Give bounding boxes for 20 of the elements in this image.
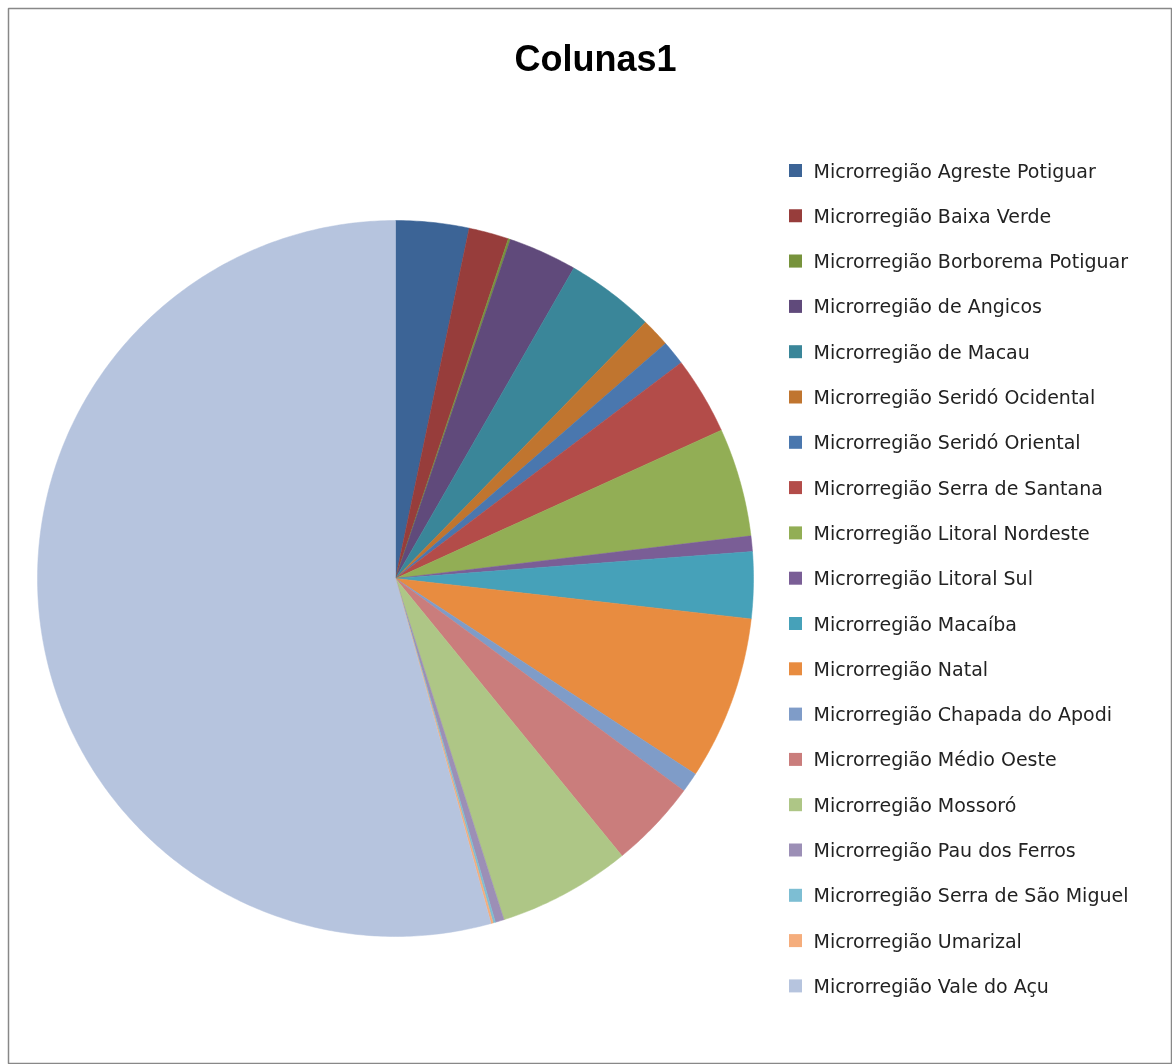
legend-label: Microrregião Seridó Oriental bbox=[813, 431, 1081, 454]
legend-label: Microrregião Mossoró bbox=[813, 793, 1017, 816]
legend-label: Microrregião Médio Oeste bbox=[813, 748, 1057, 771]
legend-label: Microrregião Macaíba bbox=[813, 612, 1017, 635]
legend-label: Microrregião Pau dos Ferros bbox=[813, 839, 1076, 861]
legend-label: Microrregião Umarizal bbox=[813, 929, 1022, 952]
legend-label: Microrregião Litoral Nordeste bbox=[813, 521, 1090, 544]
chart-title: Colunas1 bbox=[514, 38, 677, 79]
legend-label: Microrregião Serra de Santana bbox=[813, 476, 1103, 499]
legend-label: Microrregião Litoral Sul bbox=[813, 567, 1033, 590]
legend-label: Microrregião Agreste Potiguar bbox=[813, 159, 1096, 182]
legend-label: Microrregião Borborema Potiguar bbox=[813, 250, 1129, 273]
legend-label: Microrregião Chapada do Apodi bbox=[813, 703, 1112, 726]
legend-label: Microrregião Seridó Ocidental bbox=[813, 386, 1096, 408]
legend-label: Microrregião Serra de São Miguel bbox=[813, 884, 1129, 907]
legend-label: Microrregião de Angicos bbox=[813, 295, 1042, 318]
legend-label: Microrregião Vale do Açu bbox=[813, 974, 1049, 997]
legend-label: Microrregião Natal bbox=[813, 657, 989, 680]
legend-label: Microrregião de Macau bbox=[813, 340, 1030, 363]
legend-label: Microrregião Baixa Verde bbox=[813, 204, 1052, 227]
